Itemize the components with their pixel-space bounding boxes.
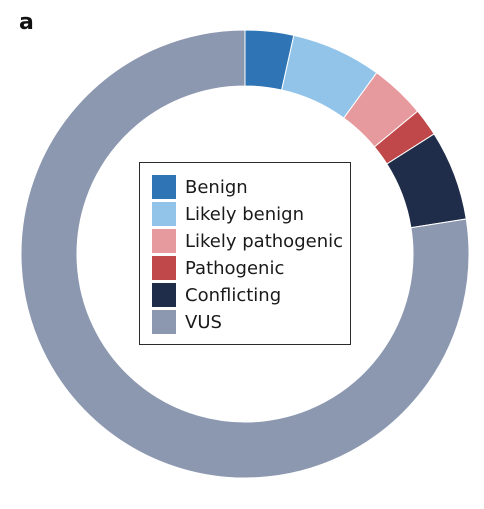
legend-label-likely-benign: Likely benign bbox=[185, 203, 305, 225]
legend-swatch-vus bbox=[152, 310, 176, 334]
legend-item-pathogenic: Pathogenic bbox=[152, 256, 284, 280]
legend-swatch-benign bbox=[152, 175, 176, 199]
legend: Benign Likely benign Likely pathogenic Path… bbox=[139, 162, 351, 345]
panel-label: a bbox=[19, 10, 34, 35]
legend-label-vus: VUS bbox=[185, 311, 222, 333]
legend-swatch-likely-pathogenic bbox=[152, 229, 176, 253]
legend-swatch-conflicting bbox=[152, 283, 176, 307]
legend-item-benign: Benign bbox=[152, 175, 248, 199]
legend-swatch-pathogenic bbox=[152, 256, 176, 280]
legend-label-pathogenic: Pathogenic bbox=[185, 257, 285, 279]
legend-label-benign: Benign bbox=[185, 176, 248, 198]
legend-item-likely-benign: Likely benign bbox=[152, 202, 304, 226]
legend-swatch-likely-benign bbox=[152, 202, 176, 226]
legend-item-likely-pathogenic: Likely pathogenic bbox=[152, 229, 343, 253]
slice-vus bbox=[20, 29, 470, 479]
legend-item-conflicting: Conflicting bbox=[152, 283, 281, 307]
legend-item-vus: VUS bbox=[152, 310, 222, 334]
legend-label-likely-pathogenic: Likely pathogenic bbox=[185, 230, 344, 252]
legend-label-conflicting: Conflicting bbox=[185, 284, 282, 306]
